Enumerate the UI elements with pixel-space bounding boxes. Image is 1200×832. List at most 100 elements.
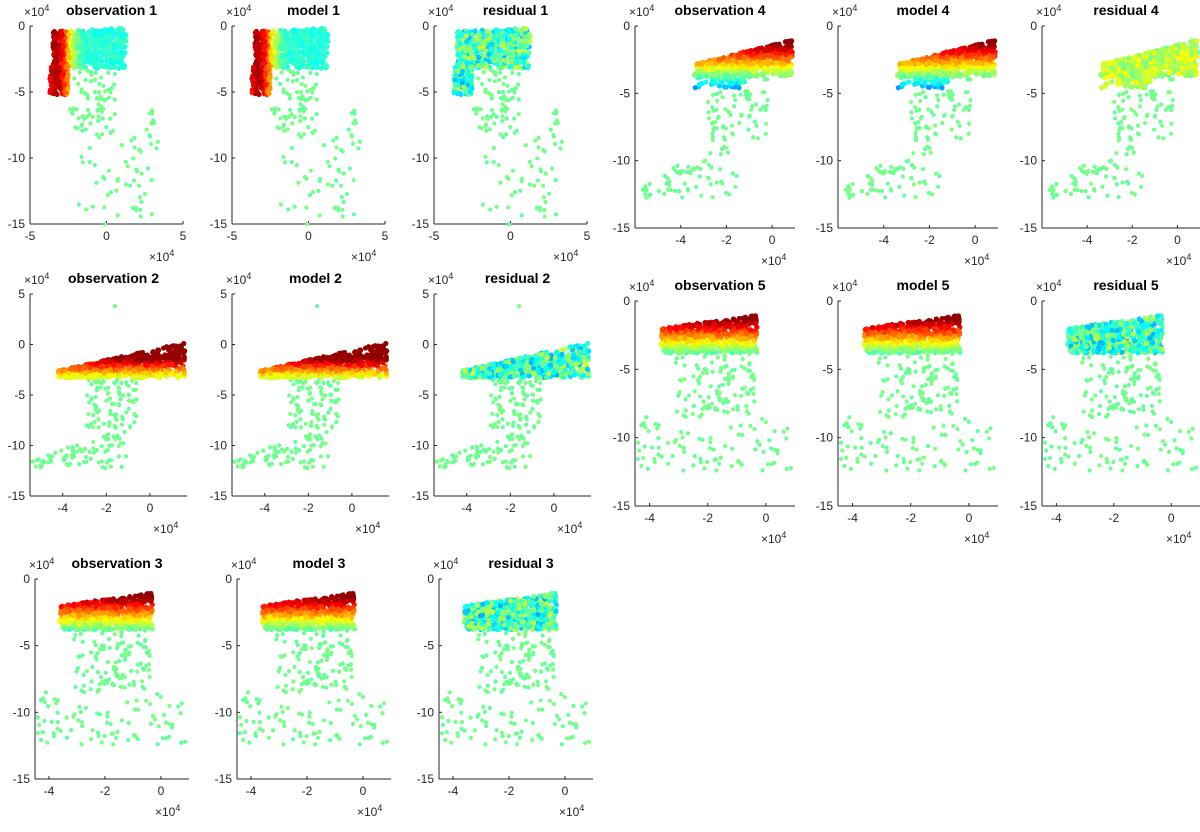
scatter-point (469, 445, 475, 450)
scatter-point (327, 164, 332, 169)
scatter-point (309, 420, 314, 425)
scatter-point (374, 357, 380, 363)
scatter-point (338, 183, 344, 188)
scatter-point (85, 107, 91, 113)
scatter-point (116, 454, 122, 459)
scatter-point (360, 371, 366, 377)
scatter-point (320, 397, 325, 402)
scatter-point (315, 416, 321, 421)
scatter-point (484, 28, 490, 34)
scatter-point (489, 107, 495, 113)
scatter-point (349, 133, 354, 138)
scatter-point (107, 116, 113, 121)
scatter-point (114, 188, 119, 193)
scatter-point (119, 33, 126, 39)
x-tick-label: -2 (303, 501, 314, 515)
scatter-point (300, 374, 306, 380)
scatter-point (51, 34, 57, 40)
scatter-point (340, 207, 345, 213)
scatter-point (457, 40, 463, 47)
scatter-point (511, 373, 517, 379)
scatter-point (126, 365, 133, 371)
scatter-point (483, 154, 488, 159)
scatter-point (498, 448, 504, 453)
scatter-point (107, 420, 112, 425)
scatter-point (383, 354, 389, 360)
scatter-point (76, 202, 82, 207)
scatter-point (140, 354, 147, 361)
scatter-point (528, 454, 533, 459)
scatter-point (518, 367, 524, 373)
scatter-point (533, 138, 538, 143)
scatter-point (313, 42, 320, 48)
scatter-point (138, 214, 143, 219)
scatter-point (121, 63, 127, 69)
scatter-point (64, 453, 69, 458)
scatter-point (274, 54, 280, 61)
scatter-point (88, 456, 93, 461)
scatter-point (266, 76, 272, 82)
scatter-point (480, 462, 486, 467)
scatter-point (585, 354, 591, 360)
scatter-point (497, 47, 503, 54)
scatter-point (314, 97, 319, 102)
scatter-point (65, 86, 71, 92)
scatter-point (534, 205, 539, 211)
scatter-point (576, 357, 582, 363)
scatter-point (150, 108, 155, 113)
scatter-point (106, 53, 112, 59)
scatter-point (529, 164, 534, 169)
scatter-point (538, 167, 543, 172)
scatter-point (123, 159, 129, 164)
scatter-point (318, 454, 324, 459)
scatter-point (65, 445, 71, 450)
scatter-point (85, 92, 90, 98)
scatter-point (89, 650, 94, 655)
scatter-point (298, 102, 303, 107)
scatter-point (515, 42, 522, 48)
scatter-point (289, 400, 294, 405)
scatter-point (319, 59, 325, 65)
scatter-point (501, 33, 508, 39)
scatter-point (96, 425, 101, 430)
panel-title: residual 1 (483, 2, 549, 18)
scatter-point (512, 26, 518, 32)
scatter-point (500, 118, 505, 124)
scatter-point (309, 396, 315, 401)
scatter-point (318, 385, 323, 390)
scatter-point (134, 351, 141, 358)
scatter-point (516, 380, 522, 386)
scatter-point (295, 371, 301, 378)
scatter-point (273, 366, 279, 372)
scatter-point (294, 77, 300, 83)
scatter-point (102, 50, 109, 56)
scatter-point (297, 385, 302, 390)
scatter-point (284, 37, 290, 43)
scatter-point (336, 380, 341, 386)
y-tick-label: 5 (18, 287, 25, 301)
scatter-point (496, 89, 501, 95)
scatter-point (310, 464, 315, 469)
scatter-point (122, 685, 127, 690)
scatter-point (107, 366, 114, 372)
scatter-point (284, 370, 291, 376)
scatter-point (523, 143, 529, 148)
scatter-point (78, 631, 83, 637)
scatter-point (158, 371, 164, 377)
scatter-point (328, 392, 334, 398)
scatter-point (500, 102, 505, 107)
scatter-point (110, 64, 116, 70)
scatter-point (122, 429, 127, 435)
scatter-point (379, 350, 386, 356)
scatter-point (290, 79, 295, 84)
scatter-point (299, 135, 304, 140)
scatter-point (294, 162, 299, 168)
scatter-point (95, 385, 100, 390)
scatter-point (80, 28, 86, 34)
scatter-point (504, 116, 509, 121)
scatter-point (487, 77, 492, 83)
